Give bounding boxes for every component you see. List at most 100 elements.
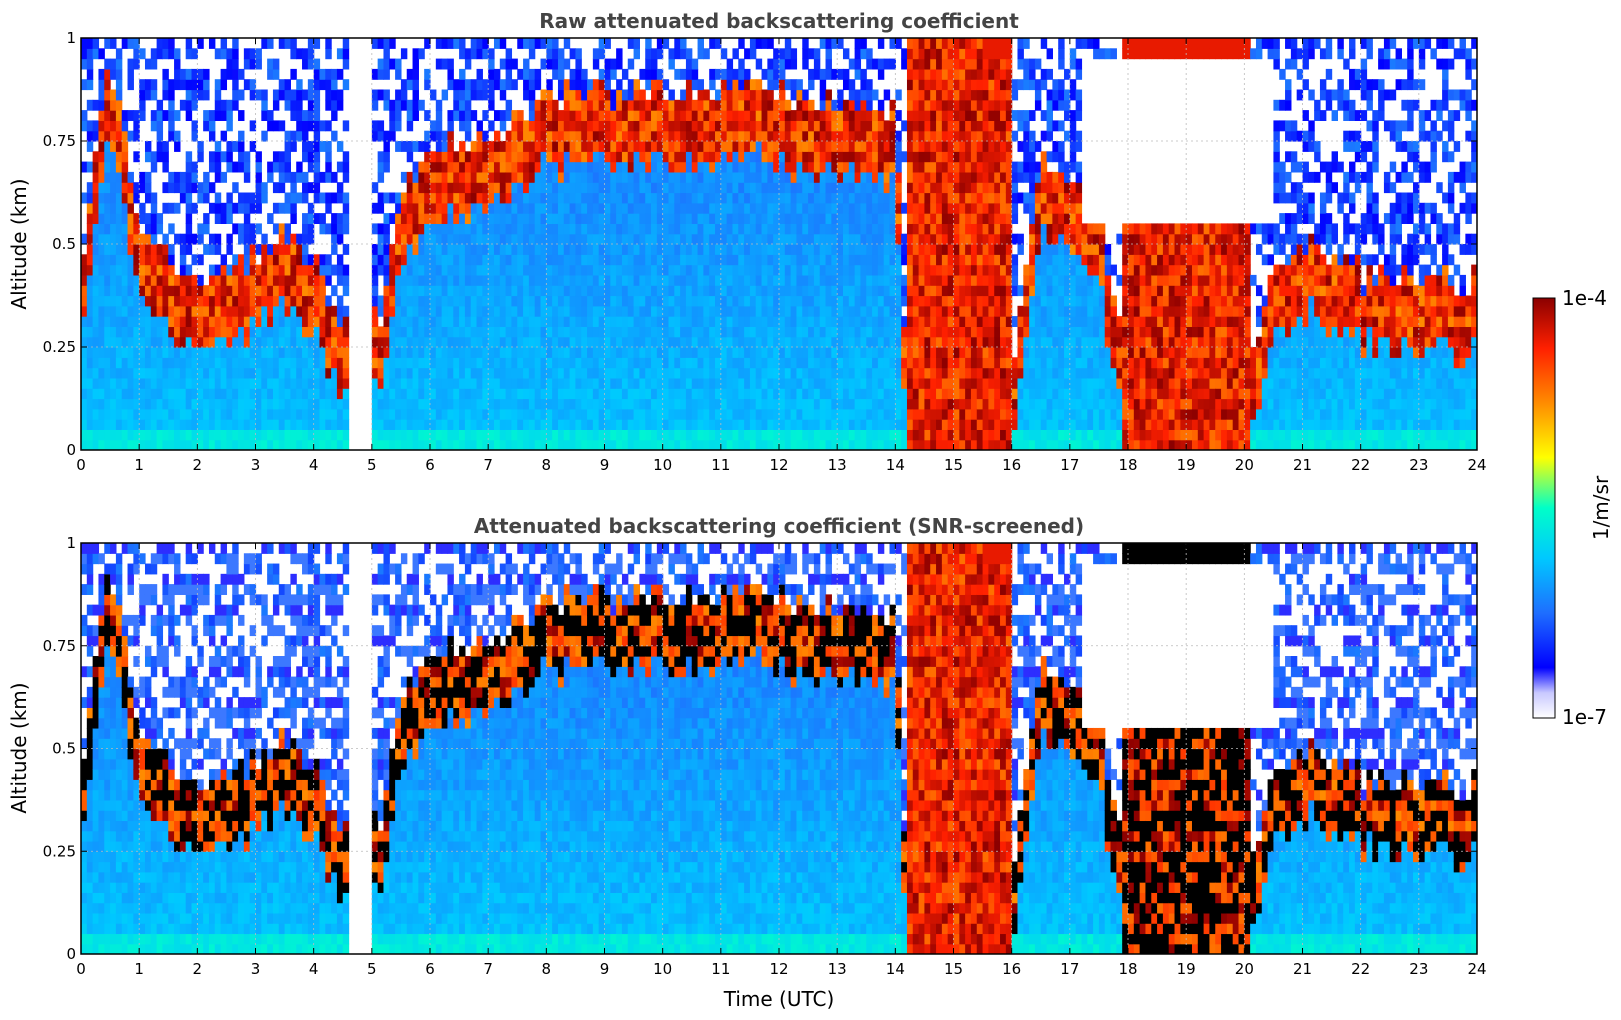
heatmap-cell — [709, 161, 716, 173]
heatmap-cell — [854, 120, 862, 132]
heatmap-cell — [232, 161, 239, 173]
heatmap-cell — [790, 151, 798, 163]
heatmap-cell — [883, 213, 891, 224]
heatmap-cell — [528, 316, 536, 327]
heatmap-cell — [290, 99, 297, 111]
heatmap-cell — [447, 233, 454, 245]
heatmap-cell — [569, 151, 577, 163]
heatmap-cell — [110, 429, 117, 441]
heatmap-cell — [272, 151, 280, 163]
heatmap-cell — [197, 408, 204, 420]
heatmap-cell — [179, 99, 187, 111]
heatmap-cell — [779, 233, 786, 245]
heatmap-cell — [284, 398, 291, 410]
heatmap-cell — [121, 233, 129, 245]
heatmap-cell — [534, 202, 542, 214]
heatmap-cell — [744, 79, 751, 91]
heatmap-cell — [464, 48, 472, 60]
heatmap-cell — [796, 213, 803, 224]
heatmap-cell — [889, 38, 896, 49]
heatmap-cell — [889, 244, 896, 255]
heatmap-cell — [557, 48, 565, 60]
heatmap-cell — [493, 79, 501, 91]
heatmap-cell — [796, 110, 803, 121]
heatmap-cell — [546, 285, 553, 297]
heatmap-cell — [703, 110, 710, 121]
heatmap-cell — [732, 192, 739, 204]
heatmap-cell — [784, 48, 792, 60]
heatmap-cell — [575, 254, 582, 266]
heatmap-cell — [203, 223, 210, 235]
heatmap-cell — [877, 213, 885, 224]
heatmap-cell — [208, 38, 216, 49]
heatmap-cell — [883, 347, 891, 358]
heatmap-cell — [476, 347, 483, 358]
heatmap-cell — [784, 274, 792, 286]
heatmap-cell — [581, 202, 588, 214]
heatmap-cell — [651, 130, 658, 142]
heatmap-cell — [232, 398, 239, 410]
heatmap-cell — [779, 316, 786, 327]
heatmap-cell — [92, 244, 100, 255]
heatmap-cell — [796, 388, 803, 400]
heatmap-cell — [592, 171, 600, 183]
heatmap-cell — [464, 233, 472, 245]
heatmap-cell — [325, 419, 332, 430]
heatmap-cell — [901, 151, 908, 163]
heatmap-cell — [854, 223, 862, 235]
heatmap-cell — [272, 367, 280, 379]
heatmap-cell — [592, 377, 600, 389]
heatmap-cell — [395, 347, 402, 358]
heatmap-cell — [831, 274, 838, 286]
heatmap-cell — [808, 130, 815, 142]
heatmap-cell — [412, 285, 419, 297]
heatmap-cell — [104, 244, 111, 255]
heatmap-cell — [278, 254, 286, 266]
heatmap-cell — [918, 130, 926, 142]
heatmap-cell — [482, 223, 489, 235]
heatmap-cell — [802, 244, 809, 255]
heatmap-cell — [150, 264, 158, 276]
heatmap-cell — [662, 429, 670, 441]
heatmap-cell — [243, 357, 251, 369]
heatmap-cell — [889, 202, 896, 214]
heatmap-cell — [819, 398, 827, 410]
heatmap-cell — [156, 398, 164, 410]
heatmap-cell — [569, 274, 577, 286]
heatmap-cell — [505, 429, 513, 441]
heatmap-cell — [592, 305, 600, 317]
heatmap-cell — [616, 254, 623, 266]
heatmap-cell — [110, 326, 117, 338]
heatmap-cell — [802, 347, 809, 358]
heatmap-cell — [842, 48, 850, 60]
heatmap-cell — [92, 316, 100, 327]
heatmap-cell — [749, 347, 757, 358]
heatmap-cell — [668, 305, 675, 317]
heatmap-cell — [808, 202, 815, 214]
heatmap-cell — [523, 171, 530, 183]
heatmap-cell — [395, 357, 402, 369]
heatmap-cell — [528, 120, 536, 132]
heatmap-cell — [552, 336, 559, 348]
heatmap-cell — [162, 233, 169, 245]
heatmap-cell — [185, 213, 193, 224]
heatmap-cell — [482, 254, 489, 266]
heatmap-cell — [691, 357, 699, 369]
heatmap-cell — [406, 377, 414, 389]
heatmap-cell — [912, 367, 920, 379]
heatmap-cell — [307, 38, 315, 49]
heatmap-cell — [493, 347, 501, 358]
heatmap-cell — [645, 408, 652, 420]
heatmap-cell — [557, 377, 565, 389]
heatmap-cell — [592, 285, 600, 297]
heatmap-cell — [110, 388, 117, 400]
heatmap-cell — [656, 223, 664, 235]
heatmap-cell — [616, 429, 623, 441]
heatmap-cell — [511, 316, 518, 327]
heatmap-cell — [412, 213, 419, 224]
heatmap-cell — [854, 336, 862, 348]
heatmap-cell — [773, 99, 780, 111]
heatmap-cell — [418, 161, 425, 173]
heatmap-cell — [517, 305, 524, 317]
heatmap-cell — [168, 295, 175, 307]
